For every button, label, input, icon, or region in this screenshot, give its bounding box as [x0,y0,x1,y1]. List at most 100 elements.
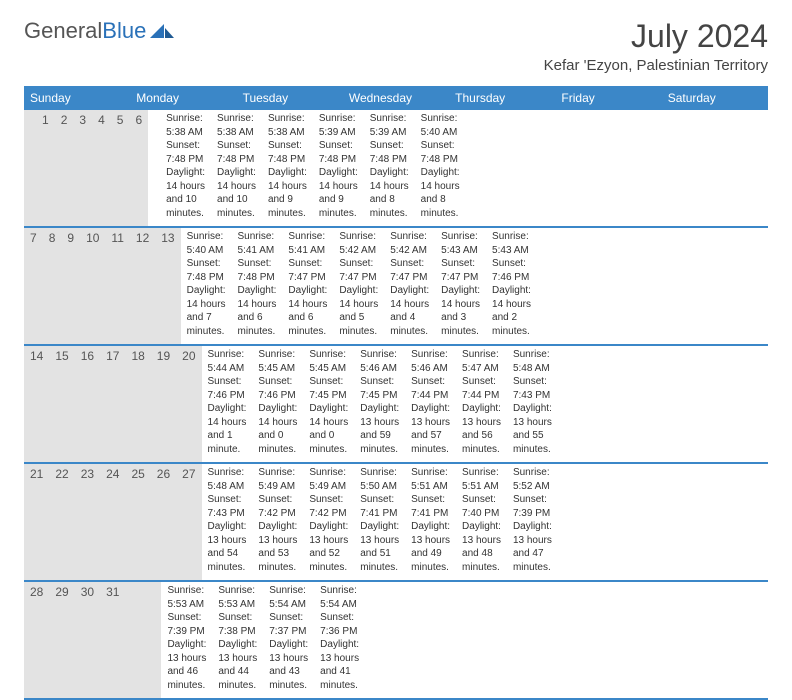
sunrise-text: Sunrise: 5:49 AM [309,466,348,493]
day-number: 15 [49,346,74,462]
sunset-text: Sunset: 7:48 PM [370,139,409,166]
daylight-text: Daylight: 13 hours and 51 minutes. [360,520,399,574]
sunrise-text: Sunrise: 5:43 AM [441,230,480,257]
sunrise-text: Sunrise: 5:48 AM [513,348,552,375]
day-detail: Sunrise: 5:48 AMSunset: 7:43 PMDaylight:… [507,346,558,462]
location-text: Kefar 'Ezyon, Palestinian Territory [544,57,768,74]
day-number: 16 [75,346,100,462]
day-number: 29 [49,582,74,698]
day-number: 30 [75,582,100,698]
sunrise-text: Sunrise: 5:42 AM [390,230,429,257]
day-number: 27 [176,464,201,580]
day-number [125,582,137,698]
sunset-text: Sunset: 7:46 PM [208,375,247,402]
sunset-text: Sunset: 7:45 PM [309,375,348,402]
day-detail: Sunrise: 5:46 AMSunset: 7:45 PMDaylight:… [354,346,405,462]
sunrise-text: Sunrise: 5:51 AM [462,466,501,493]
day-detail: Sunrise: 5:51 AMSunset: 7:41 PMDaylight:… [405,464,456,580]
day-detail: Sunrise: 5:54 AMSunset: 7:36 PMDaylight:… [314,582,365,698]
daylight-text: Daylight: 13 hours and 44 minutes. [218,638,257,692]
sunrise-text: Sunrise: 5:42 AM [339,230,378,257]
day-detail: Sunrise: 5:52 AMSunset: 7:39 PMDaylight:… [507,464,558,580]
day-detail: Sunrise: 5:40 AMSunset: 7:48 PMDaylight:… [181,228,232,344]
day-number: 21 [24,464,49,580]
sunrise-text: Sunrise: 5:39 AM [370,112,409,139]
day-detail: Sunrise: 5:47 AMSunset: 7:44 PMDaylight:… [456,346,507,462]
daylight-text: Daylight: 14 hours and 3 minutes. [441,284,480,338]
day-detail: Sunrise: 5:38 AMSunset: 7:48 PMDaylight:… [160,110,211,226]
daylight-text: Daylight: 14 hours and 4 minutes. [390,284,429,338]
dow-header-row: Sunday Monday Tuesday Wednesday Thursday… [24,86,768,110]
dow-friday: Friday [555,86,661,110]
sunrise-text: Sunrise: 5:40 AM [187,230,226,257]
daylight-text: Daylight: 14 hours and 10 minutes. [166,166,205,220]
sunset-text: Sunset: 7:43 PM [513,375,552,402]
sunset-text: Sunset: 7:48 PM [421,139,460,166]
sunset-text: Sunset: 7:41 PM [411,493,450,520]
day-number: 9 [61,228,80,344]
sunrise-text: Sunrise: 5:41 AM [288,230,327,257]
sunrise-text: Sunrise: 5:41 AM [238,230,277,257]
day-number [24,110,36,226]
sunset-text: Sunset: 7:38 PM [218,611,257,638]
day-number: 6 [129,110,148,226]
day-detail [365,582,377,698]
day-detail: Sunrise: 5:51 AMSunset: 7:40 PMDaylight:… [456,464,507,580]
day-detail: Sunrise: 5:39 AMSunset: 7:48 PMDaylight:… [364,110,415,226]
calendar: Sunday Monday Tuesday Wednesday Thursday… [24,86,768,700]
day-number: 3 [73,110,92,226]
sunset-text: Sunset: 7:41 PM [360,493,399,520]
day-number [137,582,149,698]
sunset-text: Sunset: 7:48 PM [268,139,307,166]
day-number: 11 [105,228,129,344]
dow-monday: Monday [130,86,236,110]
logo-text-general: General [24,18,102,44]
day-number: 1 [36,110,55,226]
sunset-text: Sunset: 7:47 PM [288,257,327,284]
daynum-row: 28293031 [24,582,161,698]
daylight-text: Daylight: 13 hours and 57 minutes. [411,402,450,456]
day-number: 24 [100,464,125,580]
sunset-text: Sunset: 7:40 PM [462,493,501,520]
sunrise-text: Sunrise: 5:46 AM [360,348,399,375]
day-number: 18 [125,346,150,462]
sunset-text: Sunset: 7:47 PM [339,257,378,284]
daynum-row: 21222324252627 [24,464,202,580]
day-number: 2 [55,110,74,226]
daylight-text: Daylight: 13 hours and 55 minutes. [513,402,552,456]
day-number: 20 [176,346,201,462]
sunrise-text: Sunrise: 5:44 AM [208,348,247,375]
daylight-text: Daylight: 14 hours and 5 minutes. [339,284,378,338]
sunrise-text: Sunrise: 5:48 AM [208,466,247,493]
sunset-text: Sunset: 7:47 PM [441,257,480,284]
sunset-text: Sunset: 7:37 PM [269,611,308,638]
day-number: 12 [130,228,155,344]
daylight-text: Daylight: 13 hours and 53 minutes. [258,520,297,574]
detail-row: Sunrise: 5:53 AMSunset: 7:39 PMDaylight:… [161,582,401,698]
sunset-text: Sunset: 7:48 PM [187,257,226,284]
sunrise-text: Sunrise: 5:38 AM [166,112,205,139]
sunset-text: Sunset: 7:46 PM [258,375,297,402]
dow-wednesday: Wednesday [343,86,449,110]
daylight-text: Daylight: 14 hours and 6 minutes. [238,284,277,338]
daylight-text: Daylight: 13 hours and 43 minutes. [269,638,308,692]
daylight-text: Daylight: 14 hours and 9 minutes. [268,166,307,220]
day-detail: Sunrise: 5:45 AMSunset: 7:46 PMDaylight:… [252,346,303,462]
day-detail [377,582,389,698]
detail-row: Sunrise: 5:48 AMSunset: 7:43 PMDaylight:… [202,464,558,580]
day-detail: Sunrise: 5:46 AMSunset: 7:44 PMDaylight:… [405,346,456,462]
dow-tuesday: Tuesday [237,86,343,110]
day-detail: Sunrise: 5:40 AMSunset: 7:48 PMDaylight:… [415,110,466,226]
daylight-text: Daylight: 13 hours and 48 minutes. [462,520,501,574]
sunset-text: Sunset: 7:39 PM [513,493,552,520]
dow-thursday: Thursday [449,86,555,110]
daylight-text: Daylight: 14 hours and 2 minutes. [492,284,531,338]
daynum-row: 123456 [24,110,148,226]
daylight-text: Daylight: 14 hours and 1 minute. [208,402,247,456]
day-detail: Sunrise: 5:48 AMSunset: 7:43 PMDaylight:… [202,464,253,580]
sunrise-text: Sunrise: 5:45 AM [258,348,297,375]
detail-row: Sunrise: 5:40 AMSunset: 7:48 PM Daylight:… [181,228,537,344]
sunrise-text: Sunrise: 5:39 AM [319,112,358,139]
daylight-text: Daylight: 13 hours and 47 minutes. [513,520,552,574]
detail-row: Sunrise: 5:38 AMSunset: 7:48 PMDaylight:… [148,110,465,226]
